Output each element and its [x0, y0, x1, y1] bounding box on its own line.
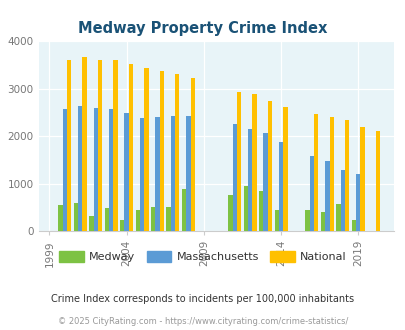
- Bar: [351, 220, 355, 231]
- Bar: [305, 210, 309, 231]
- Bar: [155, 117, 159, 231]
- Bar: [128, 64, 133, 231]
- Text: © 2025 CityRating.com - https://www.cityrating.com/crime-statistics/: © 2025 CityRating.com - https://www.city…: [58, 317, 347, 326]
- Bar: [186, 116, 190, 231]
- Bar: [232, 124, 236, 231]
- Bar: [181, 189, 186, 231]
- Bar: [324, 161, 329, 231]
- Bar: [329, 117, 333, 231]
- Bar: [74, 203, 78, 231]
- Bar: [144, 68, 148, 231]
- Text: Crime Index corresponds to incidents per 100,000 inhabitants: Crime Index corresponds to incidents per…: [51, 294, 354, 304]
- Bar: [228, 195, 232, 231]
- Bar: [104, 208, 109, 231]
- Bar: [274, 210, 278, 231]
- Bar: [320, 212, 324, 231]
- Bar: [278, 142, 283, 231]
- Bar: [98, 60, 102, 231]
- Bar: [82, 57, 87, 231]
- Bar: [124, 113, 128, 231]
- Bar: [252, 94, 256, 231]
- Bar: [166, 207, 171, 231]
- Bar: [283, 107, 287, 231]
- Bar: [151, 207, 155, 231]
- Text: Medway Property Crime Index: Medway Property Crime Index: [78, 21, 327, 36]
- Bar: [120, 220, 124, 231]
- Bar: [335, 204, 340, 231]
- Bar: [89, 216, 93, 231]
- Bar: [113, 60, 117, 231]
- Bar: [171, 116, 175, 231]
- Bar: [258, 191, 263, 231]
- Bar: [58, 205, 62, 231]
- Bar: [93, 108, 98, 231]
- Bar: [236, 92, 241, 231]
- Bar: [159, 71, 164, 231]
- Bar: [190, 78, 194, 231]
- Bar: [267, 101, 271, 231]
- Bar: [175, 75, 179, 231]
- Bar: [355, 174, 360, 231]
- Bar: [247, 129, 252, 231]
- Bar: [313, 114, 318, 231]
- Bar: [67, 60, 71, 231]
- Bar: [140, 118, 144, 231]
- Bar: [243, 186, 247, 231]
- Bar: [263, 133, 267, 231]
- Bar: [62, 109, 67, 231]
- Bar: [309, 155, 313, 231]
- Bar: [340, 170, 344, 231]
- Bar: [135, 210, 140, 231]
- Bar: [375, 131, 379, 231]
- Bar: [360, 127, 364, 231]
- Bar: [344, 120, 348, 231]
- Legend: Medway, Massachusetts, National: Medway, Massachusetts, National: [55, 247, 350, 267]
- Bar: [109, 109, 113, 231]
- Bar: [78, 106, 82, 231]
